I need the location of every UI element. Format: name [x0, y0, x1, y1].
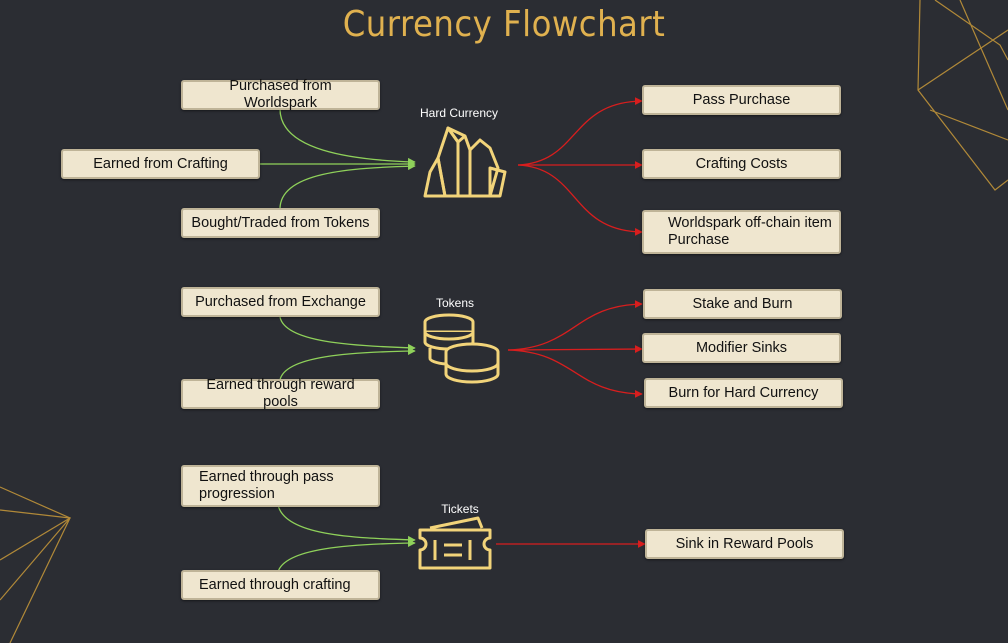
source-node: Purchased from Exchange: [181, 287, 380, 317]
sink-node: Crafting Costs: [642, 149, 841, 179]
sink-node: Stake and Burn: [643, 289, 842, 319]
crystal-icon: [423, 126, 507, 198]
source-node: Earned through reward pools: [181, 377, 380, 410]
group-label-tokens: Tokens: [435, 296, 475, 310]
coins-icon: [423, 313, 500, 384]
outflow-arrow: [517, 164, 643, 236]
group-label-tickets: Tickets: [441, 502, 479, 516]
inflow-arrow: [279, 316, 416, 352]
diagram-title: Currency Flowchart: [342, 4, 666, 45]
source-node: Earned through crafting: [181, 570, 380, 600]
inflow-arrow: [279, 162, 416, 210]
inflow-arrow: [279, 108, 416, 166]
outflow-arrow: [507, 300, 643, 351]
source-node: Earned through pass progression: [181, 465, 380, 507]
ticket-icon: [418, 516, 492, 570]
sink-node: Sink in Reward Pools: [645, 529, 844, 559]
sink-node: Worldspark off-chain item Purchase: [642, 210, 841, 254]
sink-node: Modifier Sinks: [642, 333, 841, 363]
source-node: Bought/Traded from Tokens: [181, 208, 380, 238]
group-label-hard-currency: Hard Currency: [419, 106, 499, 120]
inflow-arrow: [277, 504, 416, 544]
inflow-arrow: [277, 539, 416, 573]
sink-node: Pass Purchase: [642, 85, 841, 115]
outflow-arrow: [517, 97, 643, 166]
outflow-arrow: [507, 345, 643, 353]
sink-node: Burn for Hard Currency: [644, 378, 843, 408]
source-node: Earned from Crafting: [61, 149, 260, 179]
source-node: Purchased from Worldspark: [181, 78, 380, 111]
inflow-arrow: [279, 347, 416, 381]
outflow-arrow: [507, 349, 643, 398]
